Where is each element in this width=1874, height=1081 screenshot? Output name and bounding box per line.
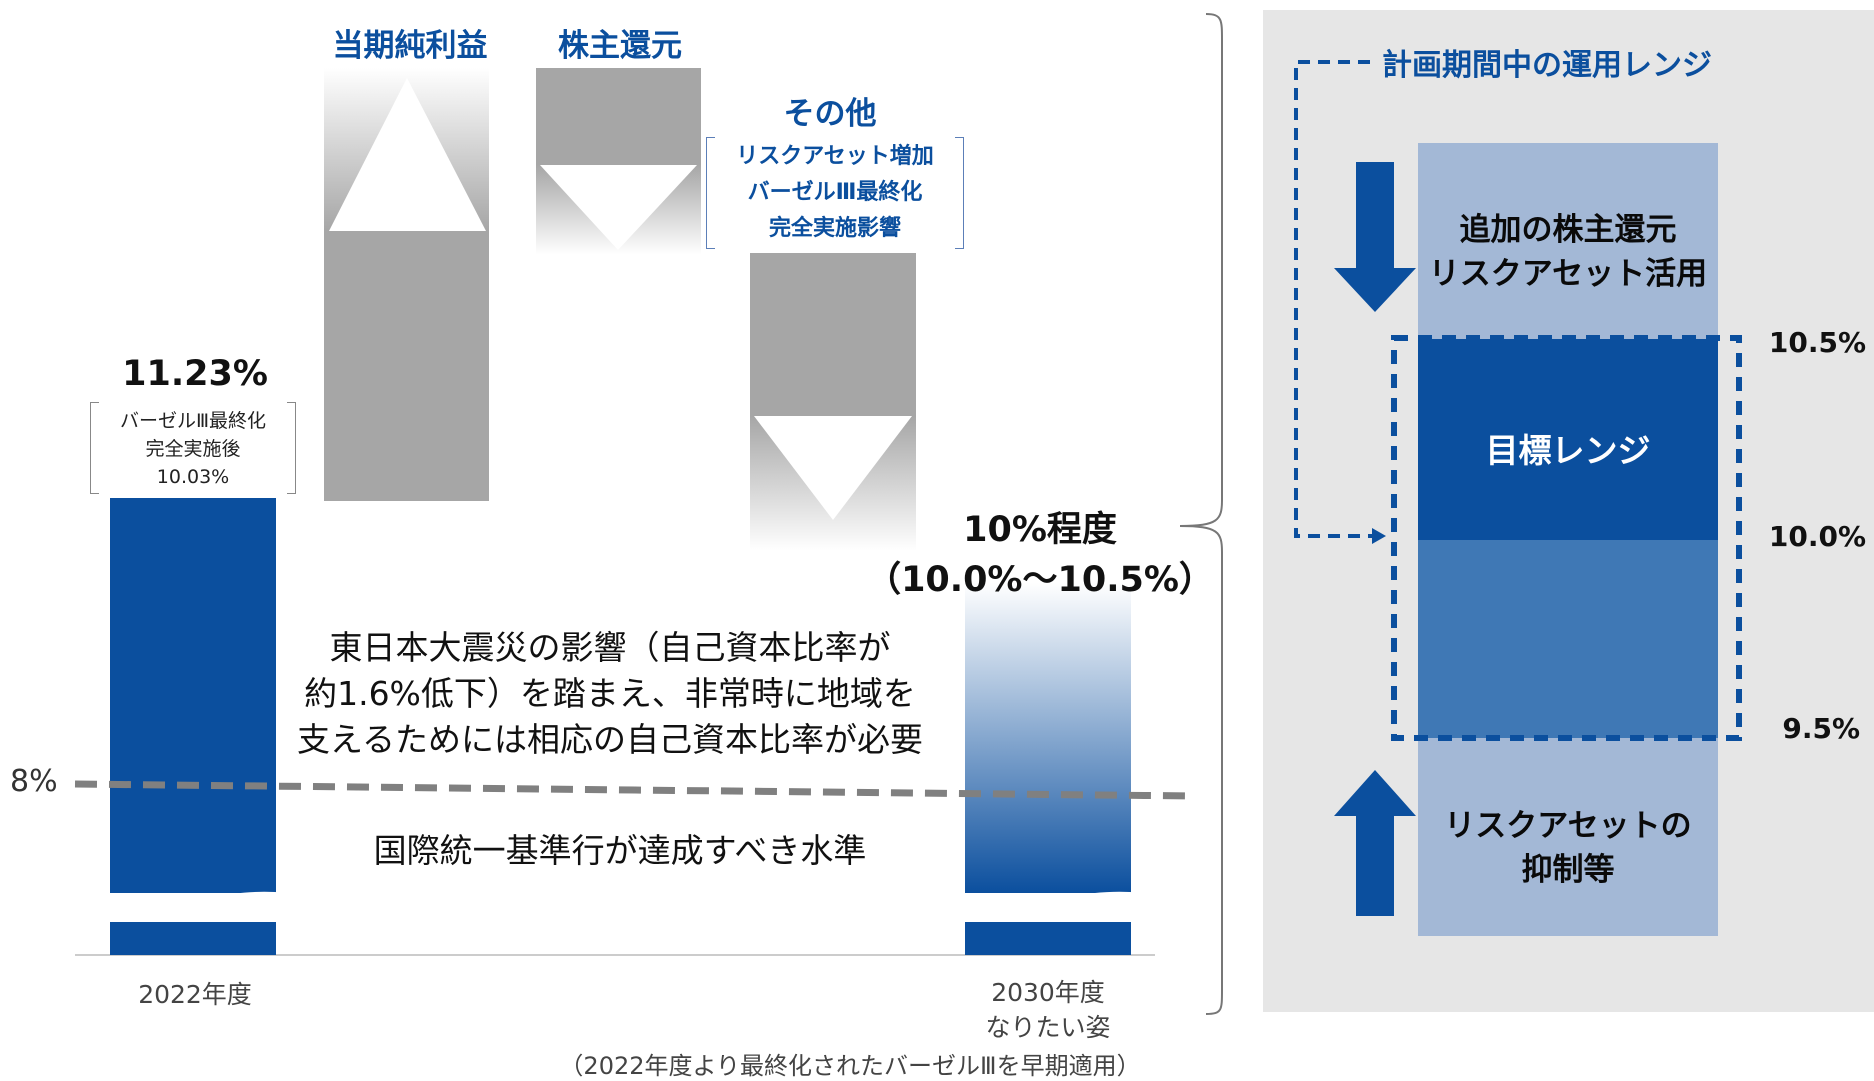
- top-action-line: 追加の株主還元: [1459, 212, 1677, 248]
- end-value-label: 10%程度 （10.0%〜10.5%）: [860, 505, 1220, 605]
- center-explanation-line: 東日本大震災の影響（自己資本比率が: [329, 628, 891, 667]
- range-column-bottom: [1418, 738, 1718, 936]
- target-range-lower: [1418, 540, 1718, 738]
- curly-brace: [1179, 13, 1223, 1015]
- bracket-right: [955, 137, 964, 249]
- x-label-2022: 2022年度: [138, 980, 252, 1009]
- axis-break-2030: [955, 891, 1141, 922]
- bottom-action-text: リスクアセットの 抑制等: [1418, 804, 1718, 892]
- step-shareholder-return: [536, 68, 701, 255]
- down-arrow-icon: [540, 165, 697, 250]
- reference-line-label: 8%: [10, 764, 58, 799]
- reference-line-8pct: [74, 780, 1194, 800]
- target-range-upper: [1418, 339, 1718, 540]
- other-note-bracket: リスクアセット増加 バーゼルⅢ最終化 完全実施影響: [706, 137, 964, 249]
- down-arrow-icon: [1334, 162, 1416, 312]
- center-explanation-line: 約1.6%低下）を踏まえ、非常時に地域を: [304, 674, 916, 713]
- step-other: [750, 253, 916, 551]
- up-arrow-icon: [329, 78, 486, 231]
- x-label-2030-line: 2030年度: [991, 978, 1105, 1007]
- start-note-line: 10.03%: [156, 466, 230, 488]
- top-action-line: リスクアセット活用: [1428, 256, 1708, 292]
- bar-2030: [955, 583, 1141, 955]
- range-legend-label: 計画期間中の運用レンジ: [1382, 48, 1712, 83]
- bar-2022-lower: [110, 922, 276, 955]
- step-net-income: [324, 68, 489, 501]
- legend-connector: [1294, 60, 1372, 538]
- level-label-10-5: 10.5%: [1768, 326, 1866, 359]
- bracket-left: [90, 402, 99, 494]
- bottom-action-line: リスクアセットの: [1444, 808, 1692, 844]
- step-label-other: その他: [783, 96, 877, 132]
- step-net-income-block: [324, 231, 489, 501]
- step-other-block: [750, 253, 916, 416]
- other-note-text: リスクアセット増加 バーゼルⅢ最終化 完全実施影響: [706, 137, 964, 247]
- other-note-line: バーゼルⅢ最終化: [747, 180, 923, 205]
- bar-2022-upper: [110, 498, 276, 893]
- bar-2022: [100, 498, 286, 955]
- center-explanation: 東日本大震災の影響（自己資本比率が 約1.6%低下）を踏まえ、非常時に地域を 支…: [270, 625, 950, 763]
- connector-arrow-icon: [1372, 528, 1386, 544]
- target-range-label: 目標レンジ: [1485, 431, 1651, 470]
- reference-line-description: 国際統一基準行が達成すべき水準: [373, 831, 867, 870]
- end-value-line: 10%程度: [963, 510, 1117, 550]
- axis-break-2022: [100, 891, 286, 922]
- x-label-2030: 2030年度 なりたい姿: [948, 975, 1148, 1045]
- center-explanation-line: 支えるためには相応の自己資本比率が必要: [296, 720, 923, 759]
- level-label-10-0: 10.0%: [1768, 520, 1866, 553]
- down-arrow-icon: [754, 416, 912, 520]
- start-note-bracket: バーゼルⅢ最終化 完全実施後 10.03%: [90, 402, 296, 494]
- range-column-top: [1418, 143, 1718, 339]
- operating-range-box: [1391, 335, 1742, 741]
- bracket-left: [706, 137, 715, 249]
- start-note-text: バーゼルⅢ最終化 完全実施後 10.03%: [90, 402, 296, 491]
- top-action-text: 追加の株主還元 リスクアセット活用: [1418, 208, 1718, 296]
- level-label-9-5: 9.5%: [1782, 712, 1860, 745]
- start-value-label: 11.23%: [122, 354, 268, 394]
- end-value-line: （10.0%〜10.5%）: [866, 560, 1214, 600]
- bracket-right: [287, 402, 296, 494]
- bottom-action-line: 抑制等: [1521, 852, 1615, 888]
- bar-2030-upper: [965, 583, 1131, 893]
- other-note-line: リスクアセット増加: [736, 144, 934, 169]
- step-shareholder-return-block: [536, 68, 701, 165]
- x-label-2030-line: なりたい姿: [985, 1013, 1111, 1042]
- other-note-line: 完全実施影響: [768, 216, 901, 241]
- step-label-shareholder-return: 株主還元: [558, 28, 682, 64]
- step-label-net-income: 当期純利益: [332, 28, 488, 64]
- start-note-line: バーゼルⅢ最終化: [119, 410, 267, 432]
- up-arrow-icon: [1334, 770, 1416, 916]
- bar-2030-lower: [965, 922, 1131, 955]
- footnote: （2022年度より最終化されたバーゼルⅢを早期適用）: [559, 1052, 1141, 1080]
- start-note-line: 完全実施後: [145, 438, 241, 460]
